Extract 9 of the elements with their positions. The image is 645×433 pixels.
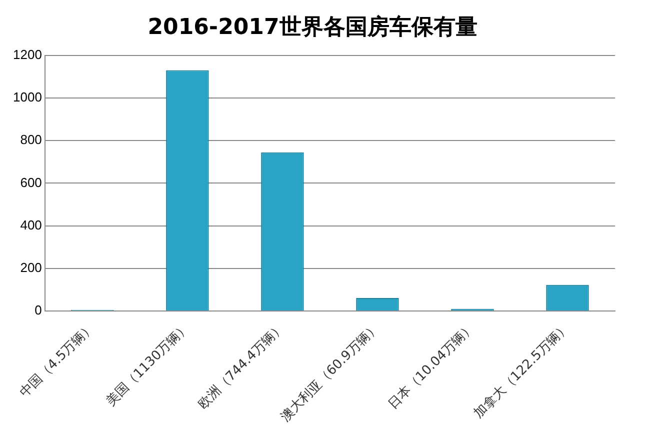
y-tick-label: 800 (20, 132, 42, 148)
x-tick-label: 中国（4.5万辆） (17, 320, 98, 400)
y-tick-label: 1000 (13, 90, 42, 105)
y-tick-label: 1200 (13, 46, 42, 62)
y-tick-label: 400 (20, 217, 42, 232)
y-tick-label: 0 (34, 302, 42, 318)
chart-title: 2016-2017世界各国房车保有量 (148, 14, 478, 40)
y-tick-label: 600 (20, 174, 42, 190)
y-tick-label: 200 (20, 260, 42, 275)
